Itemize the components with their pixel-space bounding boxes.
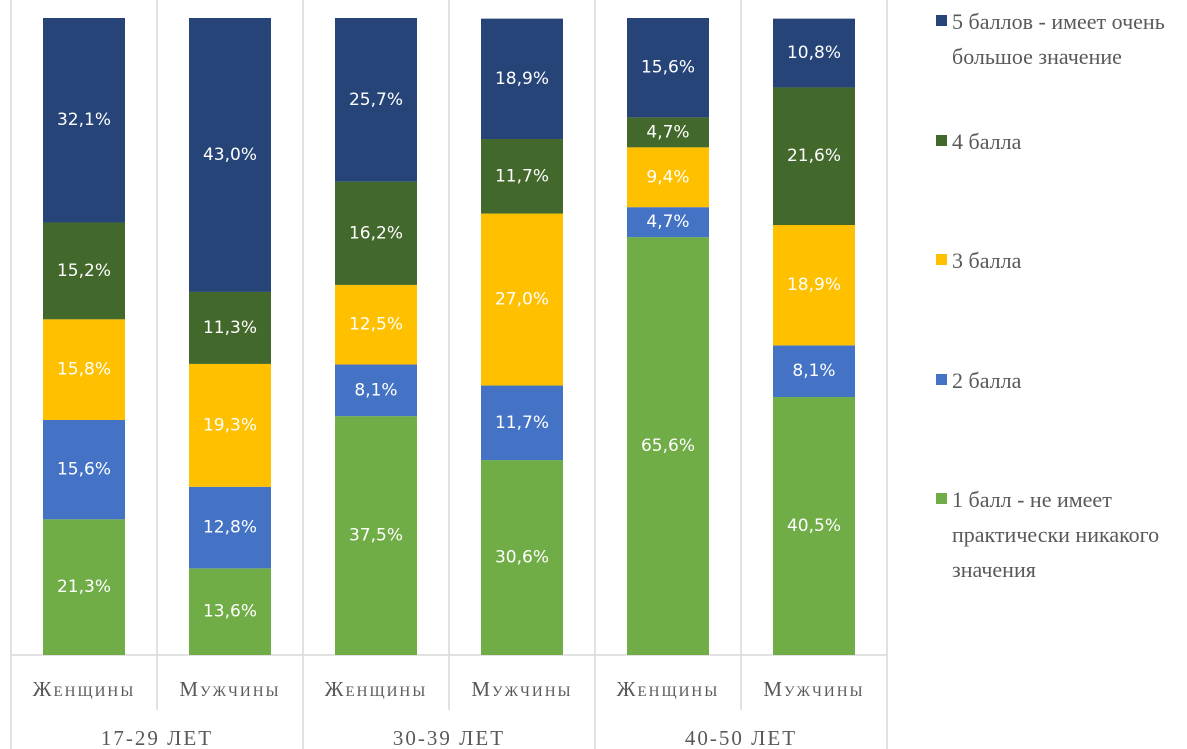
bar-segment [481, 460, 563, 655]
bar-segment [481, 213, 563, 386]
legend-swatch [936, 254, 947, 265]
bar-segment [773, 225, 855, 346]
data-label: 4,7% [646, 212, 689, 232]
legend-entry: 2 балла [930, 363, 1185, 398]
bar-segment [627, 207, 709, 238]
bar-segment [773, 87, 855, 226]
legend-label: 3 балла [952, 248, 1022, 273]
data-label: 21,6% [787, 146, 841, 166]
data-label: 65,6% [641, 436, 695, 456]
legend-entry: 1 балл - не имеет практически никакого з… [930, 482, 1185, 587]
bar-segment [43, 222, 125, 320]
bar-segment [189, 291, 271, 364]
group-label: 40-50 ЛЕТ [685, 726, 797, 749]
data-label: 9,4% [646, 167, 689, 187]
x-tick-label: Женщины [617, 677, 720, 701]
group-label: 17-29 ЛЕТ [101, 726, 213, 749]
data-label: 8,1% [792, 361, 835, 381]
legend-entry: 4 балла [930, 124, 1185, 159]
data-label: 15,6% [57, 460, 111, 480]
data-label: 8,1% [354, 380, 397, 400]
bar-segment [481, 139, 563, 214]
data-label: 27,0% [495, 290, 549, 310]
bar-segment [189, 568, 271, 655]
data-label: 16,2% [349, 223, 403, 243]
bar-segment [189, 363, 271, 487]
data-label: 18,9% [787, 275, 841, 295]
bar-segment [335, 364, 417, 417]
data-label: 15,2% [57, 261, 111, 281]
bar-segment [481, 18, 563, 140]
data-label: 43,0% [203, 145, 257, 165]
x-tick-label: Женщины [325, 677, 428, 701]
data-label: 32,1% [57, 110, 111, 130]
legend-label: 5 баллов - имеет очень большое значение [952, 9, 1165, 69]
data-label: 13,6% [203, 602, 257, 622]
legend-swatch [936, 373, 947, 385]
data-label: 30,6% [495, 548, 549, 568]
bar-segment [189, 486, 271, 569]
x-tick-label: Женщины [33, 677, 136, 701]
data-label: 21,3% [57, 577, 111, 597]
bar-segment [773, 345, 855, 398]
data-label: 12,5% [349, 315, 403, 335]
data-label: 10,8% [787, 43, 841, 63]
data-label: 15,6% [641, 58, 695, 78]
bar-segment [773, 18, 855, 88]
bar-segment [43, 419, 125, 520]
data-label: 19,3% [203, 415, 257, 435]
chart: 21,3% 15,6% 15,8% 15,2% 32,1% Женщины 13,6% 12,… [10, 0, 888, 749]
data-label: 12,8% [203, 518, 257, 538]
bar-segment [189, 18, 271, 292]
bar-segment [43, 18, 125, 223]
bar-segment [627, 237, 709, 656]
bar-segment [481, 385, 563, 461]
data-label: 25,7% [349, 90, 403, 110]
data-label: 11,7% [495, 413, 549, 433]
legend-swatch [936, 134, 947, 146]
group-label: 30-39 ЛЕТ [393, 726, 505, 749]
data-label: 15,8% [57, 360, 111, 380]
bar-segment [627, 147, 709, 208]
legend-swatch [936, 15, 947, 26]
bar-segment [335, 416, 417, 655]
legend-label: 4 балла [952, 128, 1022, 154]
data-label: 4,7% [646, 122, 689, 142]
data-label: 40,5% [787, 516, 841, 536]
legend-label: 2 балла [952, 367, 1022, 393]
bar-segment [335, 181, 417, 285]
bar-segment [43, 319, 125, 420]
legend-entry: 3 балла [930, 243, 1185, 278]
bar-segment [335, 18, 417, 182]
legend-entry: 5 баллов - имеет очень большое значение [930, 4, 1185, 74]
data-label: 11,7% [495, 166, 549, 186]
data-label: 37,5% [349, 526, 403, 546]
data-label: 18,9% [495, 69, 549, 89]
bar-segment [335, 284, 417, 365]
bar-segment [43, 519, 125, 655]
legend-label: 1 балл - не имеет практически никакого з… [952, 487, 1160, 582]
bar-segment [627, 18, 709, 118]
bar-segment [773, 397, 855, 655]
x-tick-label: Мужчины [763, 677, 864, 701]
x-tick-label: Мужчины [179, 677, 280, 701]
bar-segment [627, 117, 709, 148]
data-label: 11,3% [203, 318, 257, 338]
legend-swatch [936, 493, 947, 504]
x-tick-label: Мужчины [471, 677, 572, 701]
